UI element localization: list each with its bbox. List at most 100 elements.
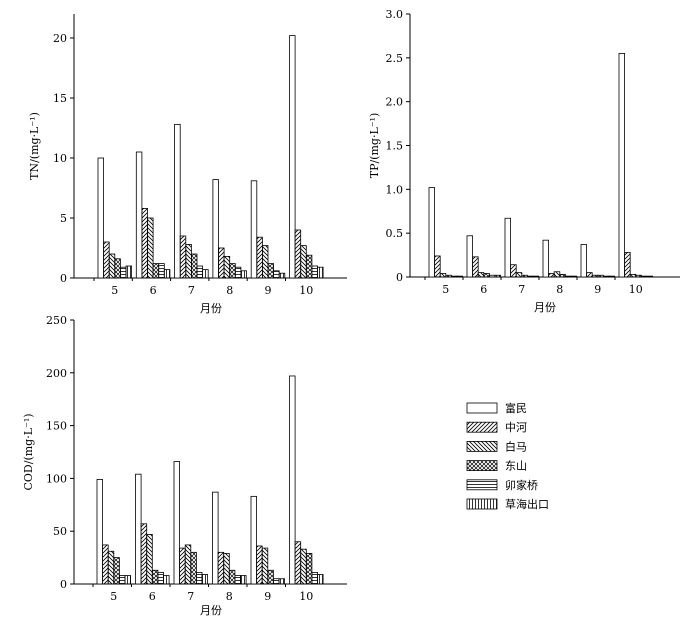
bar-dongshan-6 (151, 569, 159, 585)
bar-caohai-outlet-6 (494, 274, 501, 278)
cod-chart: 0 50 100 150 200 250 5 6 7 8 9 10 月份 COD/(mg·L⁻¹) (22, 314, 347, 617)
x-tick-label: 9 (264, 590, 271, 603)
bar-fumin-8 (542, 239, 549, 278)
legend-swatch-zhonghe (466, 421, 498, 433)
x-tick-label: 5 (442, 283, 449, 296)
bar-baima-7 (185, 243, 192, 279)
bar-baima-8 (223, 552, 230, 585)
bar-dongshan-8 (228, 569, 236, 585)
bar-maojiaqiao-7 (196, 265, 203, 279)
bar-dongshan-5 (445, 274, 452, 278)
tn-chart: 0 5 10 15 20 5 6 7 8 9 10 月份 TN/(mg·L⁻¹) (28, 14, 347, 315)
bar-maojiaqiao-6 (157, 571, 164, 585)
bar-maojiaqiao-9 (272, 578, 280, 585)
bar-baima-5 (107, 550, 115, 585)
bar-dongshan-5 (113, 557, 120, 585)
bar-dongshan-10 (305, 552, 313, 585)
y-tick-label: 5 (60, 212, 67, 225)
bar-zhonghe-6 (140, 523, 148, 585)
bar-zhonghe-5 (102, 544, 109, 585)
bar-dongshan-7 (521, 274, 528, 278)
bar-dongshan-10 (635, 274, 642, 278)
x-tick-label: 5 (110, 590, 117, 603)
x-tick-label: 10 (299, 284, 313, 297)
x-tick-label: 6 (480, 283, 487, 296)
legend-label-dongshan: 东山 (505, 460, 527, 473)
y-tick-label: 100 (46, 472, 67, 485)
y-tick-label: 0 (60, 272, 67, 285)
bar-zhonghe-7 (510, 264, 517, 278)
legend-label-fumin: 富民 (505, 401, 527, 415)
y-tick-label: 3.0 (386, 8, 404, 21)
x-axis-title: 月份 (200, 302, 222, 315)
x-tick-label: 5 (111, 284, 118, 297)
bar-maojiaqiao-5 (450, 275, 458, 278)
y-tick-label: 1.5 (386, 140, 404, 153)
bar-zhonghe-5 (103, 241, 110, 279)
bar-caohai-outlet-8 (240, 575, 247, 585)
bar-baima-5 (439, 273, 447, 278)
bar-zhonghe-9 (586, 272, 593, 278)
bar-fumin-6 (135, 473, 142, 585)
legend-swatch-caohai-outlet (466, 498, 498, 510)
bar-caohai-outlet-5 (125, 265, 132, 279)
legend-swatch-fumin (466, 402, 498, 414)
bar-dongshan-6 (152, 263, 160, 279)
x-tick-label: 8 (556, 283, 563, 296)
legend-label-maojiaqiao: 卯家桥 (505, 478, 538, 492)
bar-zhonghe-7 (179, 547, 186, 585)
x-tick-label: 8 (226, 284, 233, 297)
bar-caohai-outlet-7 (201, 574, 208, 585)
bar-caohai-outlet-9 (278, 578, 285, 585)
bar-maojiaqiao-5 (119, 575, 126, 585)
bar-baima-8 (223, 255, 231, 279)
bar-dongshan-9 (267, 263, 274, 279)
x-tick-label: 9 (265, 284, 272, 297)
bar-zhonghe-8 (217, 551, 225, 585)
y-tick-label: 10 (53, 152, 67, 165)
legend-swatch-dongshan (466, 460, 498, 472)
bar-fumin-9 (580, 244, 587, 278)
x-tick-label: 10 (629, 283, 643, 296)
bar-dongshan-7 (190, 551, 197, 585)
bar-fumin-7 (173, 461, 180, 585)
y-tick-label: 0.5 (386, 227, 404, 240)
bar-dongshan-8 (229, 263, 236, 279)
bar-dongshan-9 (267, 569, 274, 585)
bar-fumin-5 (96, 479, 103, 585)
bar-baima-5 (108, 253, 116, 279)
bar-dongshan-7 (190, 253, 198, 279)
x-axis-title: 月份 (200, 604, 222, 617)
legend-label-caohai-outlet: 草海出口 (505, 497, 549, 511)
bar-fumin-7 (504, 217, 511, 278)
bar-dongshan-10 (305, 254, 313, 279)
bar-baima-7 (184, 544, 192, 585)
bar-fumin-10 (618, 53, 625, 278)
bar-zhonghe-5 (434, 255, 441, 278)
bar-fumin-5 (428, 187, 435, 278)
bar-maojiaqiao-7 (527, 275, 534, 278)
bar-zhonghe-6 (141, 207, 148, 279)
bar-baima-6 (146, 533, 153, 585)
x-tick-label: 7 (518, 283, 525, 296)
bar-dongshan-5 (114, 258, 121, 279)
bar-fumin-6 (135, 151, 143, 279)
bar-fumin-9 (250, 180, 258, 279)
bar-fumin-10 (289, 35, 296, 279)
bar-baima-10 (300, 548, 307, 585)
bar-caohai-outlet-6 (163, 575, 170, 585)
x-tick-label: 6 (149, 590, 156, 603)
y-axis-title: COD/(mg·L⁻¹) (22, 413, 35, 490)
x-tick-label: 9 (594, 283, 601, 296)
y-tick-label: 200 (46, 367, 67, 380)
x-tick-label: 8 (226, 590, 233, 603)
bar-fumin-7 (174, 124, 181, 279)
bar-caohai-outlet-10 (646, 275, 653, 278)
bar-baima-7 (515, 272, 523, 278)
bar-fumin-8 (212, 179, 219, 279)
bar-maojiaqiao-8 (234, 266, 242, 279)
y-tick-label: 150 (46, 420, 67, 433)
legend-label-baima: 白马 (505, 439, 527, 453)
